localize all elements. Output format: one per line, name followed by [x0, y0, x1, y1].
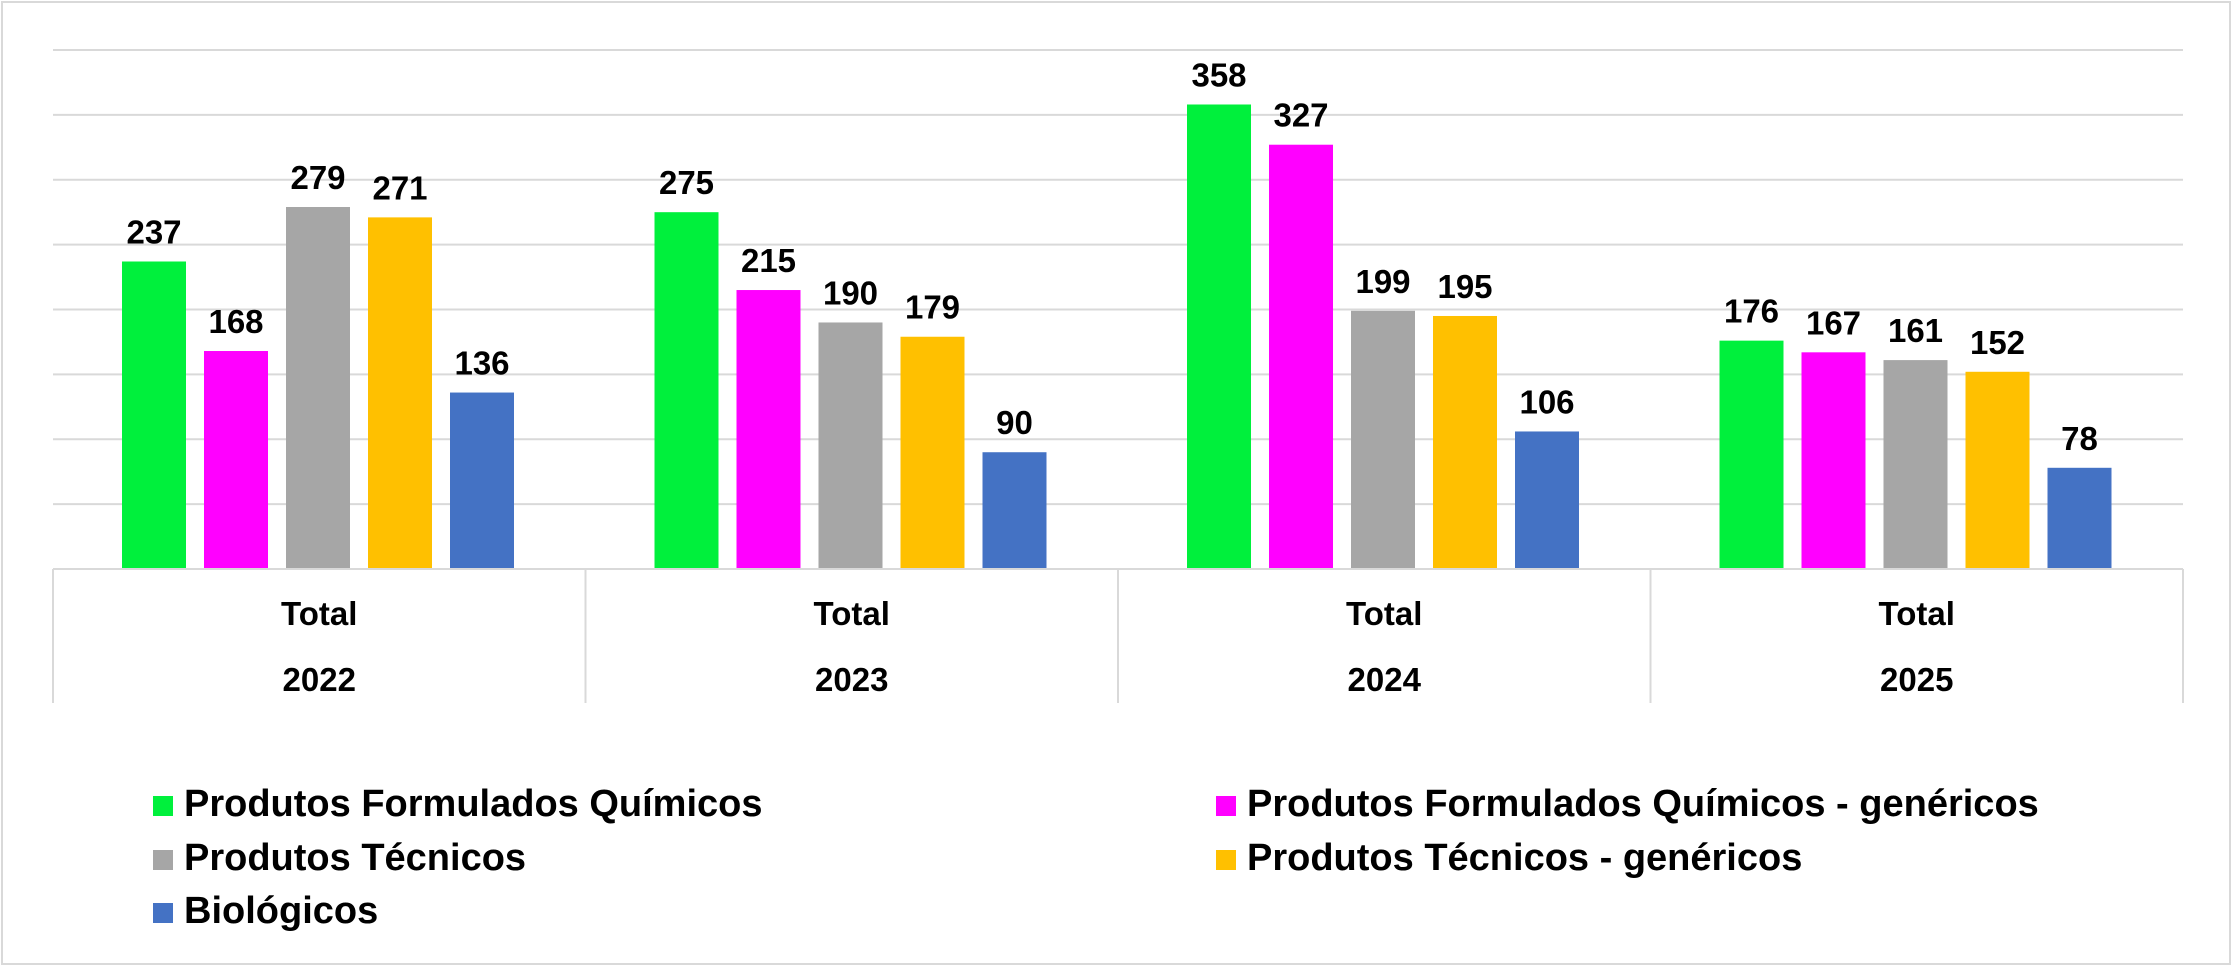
legend-label: Biológicos: [184, 890, 378, 932]
data-label: 199: [1355, 263, 1410, 300]
bar: [1269, 144, 1333, 569]
category-label: Total: [1346, 595, 1422, 632]
bar: [368, 217, 432, 569]
data-label: 179: [905, 289, 960, 326]
bar: [982, 452, 1047, 569]
bar: [654, 212, 719, 569]
legend-swatch: [1216, 796, 1236, 816]
category-group-label: 2022: [283, 661, 356, 698]
data-label: 190: [823, 274, 878, 311]
data-label: 90: [996, 404, 1033, 441]
category-label: Total: [1879, 595, 1955, 632]
legend-label: Produtos Técnicos - genéricos: [1247, 837, 1802, 879]
bar: [204, 351, 268, 569]
legend-swatch: [153, 796, 173, 816]
data-label: 358: [1191, 56, 1246, 93]
data-label: 176: [1724, 293, 1779, 330]
category-group-label: 2024: [1348, 661, 1422, 698]
data-label: 136: [454, 345, 509, 382]
data-label: 237: [126, 213, 181, 250]
category-axis: Total 2022 Total 2023 Total 2024 Total 2025: [52, 568, 2184, 703]
data-label: 327: [1273, 97, 1328, 134]
data-labels: 237 275 358 176 168 215 327 167 279 190 199 161 271 1…: [126, 56, 2097, 456]
data-label: 271: [372, 169, 427, 206]
bar: [1351, 310, 1415, 569]
bars: [122, 104, 2112, 570]
bar: [1187, 104, 1251, 570]
bar: [1965, 371, 2030, 569]
bar: [2047, 467, 2112, 569]
legend-swatch: [153, 850, 173, 870]
bar: [450, 392, 514, 569]
bar: [1515, 431, 1579, 569]
bar: [1883, 360, 1948, 569]
data-label: 106: [1519, 383, 1574, 420]
data-label: 195: [1437, 268, 1492, 305]
data-label: 167: [1806, 304, 1861, 341]
data-label: 215: [741, 242, 796, 279]
category-label: Total: [281, 595, 357, 632]
bar: [736, 290, 801, 569]
legend: Produtos Formulados Químicos Produtos For…: [153, 783, 2039, 932]
data-label: 161: [1888, 312, 1943, 349]
data-label: 279: [290, 159, 345, 196]
bar: [1719, 340, 1784, 569]
data-label: 168: [208, 303, 263, 340]
bar: [1433, 315, 1497, 569]
legend-swatch: [1216, 850, 1236, 870]
data-label: 152: [1970, 324, 2025, 361]
bar: [818, 322, 883, 569]
category-label: Total: [814, 595, 890, 632]
legend-label: Produtos Técnicos: [184, 837, 526, 879]
legend-label: Produtos Formulados Químicos: [184, 783, 763, 825]
legend-swatch: [153, 903, 173, 923]
bar: [122, 261, 186, 569]
bar: [1801, 352, 1866, 569]
bar: [900, 336, 965, 569]
bar: [286, 206, 350, 569]
data-label: 275: [659, 164, 714, 201]
category-group-label: 2025: [1880, 661, 1953, 698]
legend-label: Produtos Formulados Químicos - genéricos: [1247, 783, 2039, 825]
data-label: 78: [2061, 420, 2098, 457]
category-group-label: 2023: [815, 661, 888, 698]
